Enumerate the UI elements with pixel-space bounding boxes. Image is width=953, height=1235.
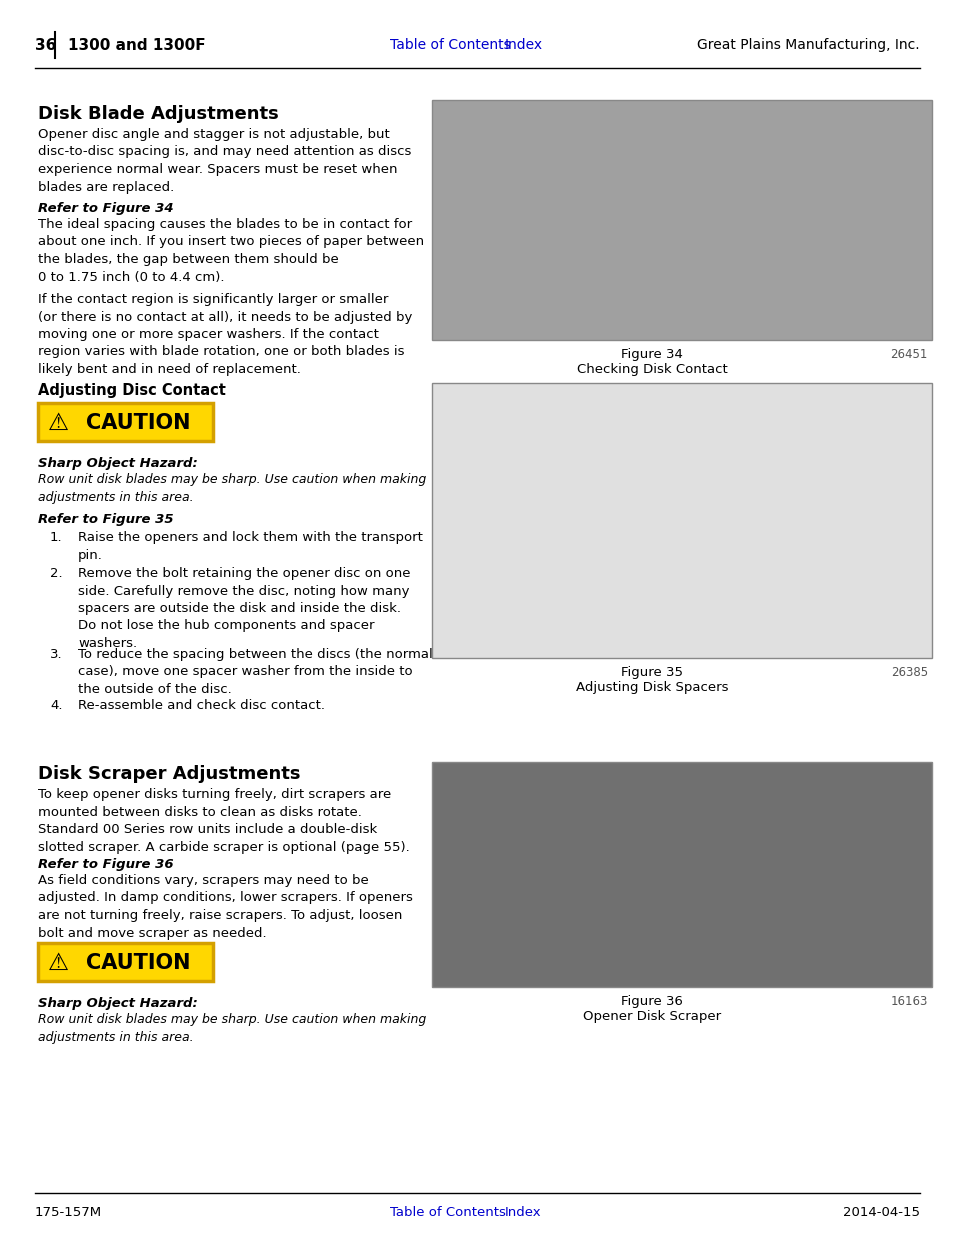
Text: To keep opener disks turning freely, dirt scrapers are
mounted between disks to : To keep opener disks turning freely, dir… bbox=[38, 788, 410, 853]
Text: The ideal spacing causes the blades to be in contact for
about one inch. If you : The ideal spacing causes the blades to b… bbox=[38, 219, 424, 284]
Text: 26451: 26451 bbox=[890, 348, 927, 361]
Text: Figure 36: Figure 36 bbox=[620, 995, 682, 1008]
Text: 4.: 4. bbox=[50, 699, 63, 713]
Text: Table of Contents: Table of Contents bbox=[390, 1207, 505, 1219]
Text: Opener Disk Scraper: Opener Disk Scraper bbox=[582, 1010, 720, 1023]
Text: 3.: 3. bbox=[50, 648, 63, 661]
Text: Refer to Figure 35: Refer to Figure 35 bbox=[38, 513, 173, 526]
Text: 26385: 26385 bbox=[890, 666, 927, 679]
Text: Sharp Object Hazard:: Sharp Object Hazard: bbox=[38, 997, 197, 1010]
Text: CAUTION: CAUTION bbox=[86, 412, 190, 433]
Text: Remove the bolt retaining the opener disc on one
side. Carefully remove the disc: Remove the bolt retaining the opener dis… bbox=[78, 567, 410, 650]
Text: Row unit disk blades may be sharp. Use caution when making
adjustments in this a: Row unit disk blades may be sharp. Use c… bbox=[38, 473, 426, 504]
Text: If the contact region is significantly larger or smaller
(or there is no contact: If the contact region is significantly l… bbox=[38, 293, 412, 375]
Bar bbox=[432, 100, 931, 340]
Text: ⚠: ⚠ bbox=[48, 411, 69, 435]
Text: Great Plains Manufacturing, Inc.: Great Plains Manufacturing, Inc. bbox=[697, 38, 919, 52]
Text: Figure 35: Figure 35 bbox=[620, 666, 682, 679]
Text: Row unit disk blades may be sharp. Use caution when making
adjustments in this a: Row unit disk blades may be sharp. Use c… bbox=[38, 1013, 426, 1044]
Text: CAUTION: CAUTION bbox=[86, 953, 190, 973]
Text: Figure 34: Figure 34 bbox=[620, 348, 682, 361]
Text: To reduce the spacing between the discs (the normal
case), move one spacer washe: To reduce the spacing between the discs … bbox=[78, 648, 433, 697]
Text: Disk Scraper Adjustments: Disk Scraper Adjustments bbox=[38, 764, 300, 783]
Text: Refer to Figure 34: Refer to Figure 34 bbox=[38, 203, 173, 215]
Text: Index: Index bbox=[504, 1207, 541, 1219]
Text: Disk Blade Adjustments: Disk Blade Adjustments bbox=[38, 105, 278, 124]
Text: Re-assemble and check disc contact.: Re-assemble and check disc contact. bbox=[78, 699, 325, 713]
Text: 175-157M: 175-157M bbox=[35, 1207, 102, 1219]
Bar bbox=[38, 403, 213, 441]
Bar bbox=[432, 383, 931, 658]
Text: Index: Index bbox=[504, 38, 542, 52]
Text: 36: 36 bbox=[35, 37, 56, 53]
Bar bbox=[38, 944, 213, 981]
Text: Refer to Figure 36: Refer to Figure 36 bbox=[38, 858, 173, 871]
Text: Adjusting Disc Contact: Adjusting Disc Contact bbox=[38, 383, 226, 398]
Text: ⚠: ⚠ bbox=[48, 951, 69, 974]
Text: Opener disc angle and stagger is not adjustable, but
disc-to-disc spacing is, an: Opener disc angle and stagger is not adj… bbox=[38, 128, 411, 194]
Text: 16163: 16163 bbox=[890, 995, 927, 1008]
Text: As field conditions vary, scrapers may need to be
adjusted. In damp conditions, : As field conditions vary, scrapers may n… bbox=[38, 874, 413, 940]
Text: Checking Disk Contact: Checking Disk Contact bbox=[576, 363, 726, 375]
Text: Raise the openers and lock them with the transport
pin.: Raise the openers and lock them with the… bbox=[78, 531, 422, 562]
Text: 2.: 2. bbox=[50, 567, 63, 580]
Text: Adjusting Disk Spacers: Adjusting Disk Spacers bbox=[576, 680, 727, 694]
Text: 1.: 1. bbox=[50, 531, 63, 543]
Text: Sharp Object Hazard:: Sharp Object Hazard: bbox=[38, 457, 197, 471]
Text: 1300 and 1300F: 1300 and 1300F bbox=[68, 37, 206, 53]
Bar bbox=[432, 762, 931, 987]
Text: 2014-04-15: 2014-04-15 bbox=[842, 1207, 919, 1219]
Text: Table of Contents: Table of Contents bbox=[390, 38, 510, 52]
